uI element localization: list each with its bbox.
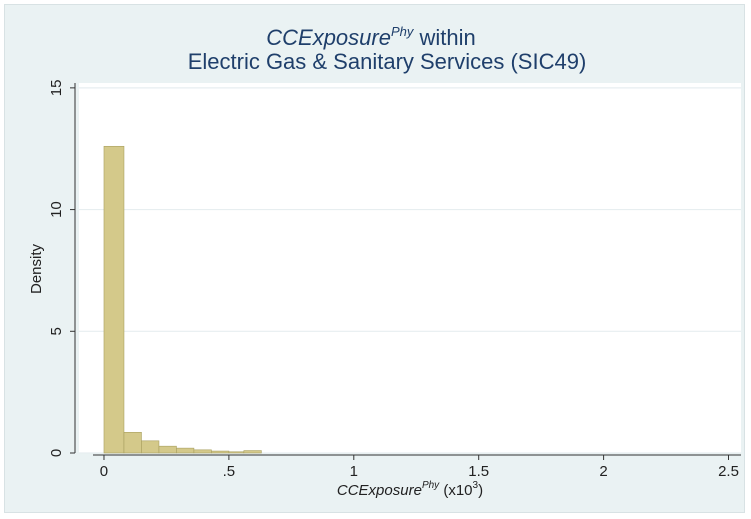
chart-title-line2: Electric Gas & Sanitary Services (SIC49) xyxy=(188,49,587,74)
chart-frame: CCExposurePhy within Electric Gas & Sani… xyxy=(4,4,745,513)
histogram-bar xyxy=(193,449,212,454)
x-tick-label: 0 xyxy=(100,463,108,480)
axes xyxy=(74,83,741,456)
y-tick-label: 10 xyxy=(48,201,65,218)
histogram-bar xyxy=(211,450,230,454)
histogram-bar xyxy=(103,145,125,454)
x-tick-labels: 0 .5 1 1.5 2 2.5 xyxy=(100,455,739,480)
x-axis-label: CCExposurePhy (x103) xyxy=(337,480,483,499)
y-axis-label: Density xyxy=(28,243,45,294)
histogram-chart: CCExposurePhy within Electric Gas & Sani… xyxy=(28,24,741,499)
histogram-bar xyxy=(228,451,245,454)
histogram-bar xyxy=(176,447,195,454)
plot-area xyxy=(79,83,741,453)
histogram-bar xyxy=(158,445,177,454)
histogram-bars xyxy=(103,145,262,454)
y-tick-label: 5 xyxy=(48,327,65,335)
histogram-bar xyxy=(123,432,142,454)
x-tick-label: .5 xyxy=(223,463,236,480)
y-tick-labels: 0 5 10 15 xyxy=(48,80,75,457)
x-tick-label: 2.5 xyxy=(718,463,739,480)
x-tick-label: 2 xyxy=(599,463,607,480)
grid-lines xyxy=(79,87,741,454)
chart-title-line1: CCExposurePhy within xyxy=(266,24,475,50)
histogram-bar xyxy=(243,450,262,454)
y-tick-label: 15 xyxy=(48,80,65,97)
y-tick-label: 0 xyxy=(48,449,65,457)
histogram-bar xyxy=(141,440,160,454)
x-tick-label: 1 xyxy=(350,463,358,480)
x-tick-label: 1.5 xyxy=(468,463,489,480)
